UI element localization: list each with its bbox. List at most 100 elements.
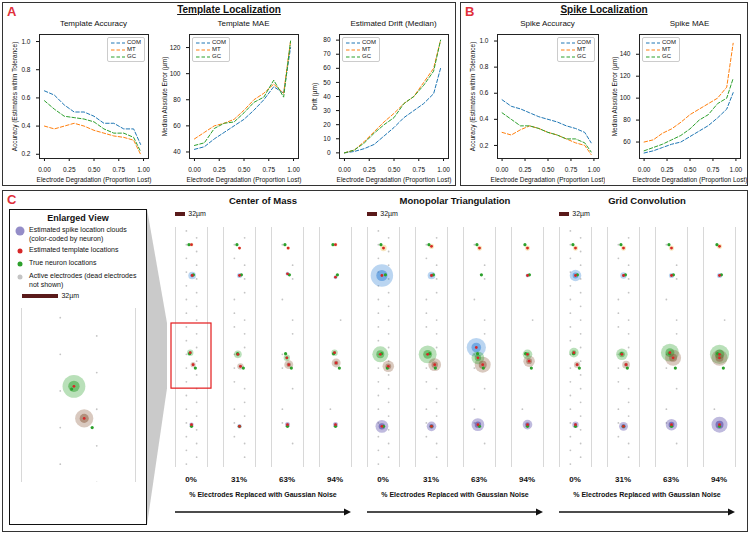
svg-text:80: 80 [323, 36, 331, 43]
svg-text:50: 50 [323, 78, 331, 85]
svg-text:1.00: 1.00 [437, 166, 450, 173]
svg-text:0.25: 0.25 [213, 166, 226, 173]
svg-text:Electrode Degradation (Proport: Electrode Degradation (Proportion Lost) [37, 176, 152, 184]
svg-text:1.0: 1.0 [479, 37, 488, 44]
svg-text:Drift (µm): Drift (µm) [311, 83, 319, 110]
svg-text:1.0: 1.0 [21, 38, 30, 45]
svg-text:0.6: 0.6 [479, 89, 488, 96]
html-text:Template Localization: Template Localization [177, 4, 281, 15]
svg-text:70: 70 [323, 50, 331, 57]
html-text:Enlarged View: Enlarged View [47, 213, 109, 223]
svg-text:120: 120 [620, 72, 631, 79]
svg-text:0.50: 0.50 [88, 166, 101, 173]
svg-text:40: 40 [323, 93, 331, 100]
html-text:31%: 31% [615, 475, 631, 484]
svg-text:Accuracy (Estimates within Tol: Accuracy (Estimates within Tolerance) [469, 42, 477, 152]
html-text:% Electrodes Replaced with Gau: % Electrodes Replaced with Gaussian Nois… [189, 491, 337, 498]
html-text:94%: 94% [519, 475, 535, 484]
html-text:Center of Mass: Center of Mass [228, 195, 297, 206]
svg-text:0.25: 0.25 [63, 166, 76, 173]
svg-text:0.75: 0.75 [565, 166, 578, 173]
svg-text:10: 10 [323, 135, 331, 142]
html-text:Monopolar Triangulation: Monopolar Triangulation [399, 195, 511, 206]
html-text:Spike Accuracy: Spike Accuracy [520, 19, 575, 28]
html-text:Grid Convolution: Grid Convolution [608, 195, 686, 206]
html-text:31%: 31% [423, 475, 439, 484]
html-text:0%: 0% [185, 475, 197, 484]
svg-text:0.4: 0.4 [479, 115, 488, 122]
svg-text:Electrode Degradation (Proport: Electrode Degradation (Proportion Lost) [187, 176, 302, 184]
svg-text:0.25: 0.25 [661, 166, 674, 173]
svg-text:1.00: 1.00 [287, 166, 300, 173]
svg-text:0.00: 0.00 [496, 166, 509, 173]
svg-text:20: 20 [323, 121, 331, 128]
svg-text:100: 100 [170, 70, 181, 77]
svg-text:0.50: 0.50 [238, 166, 251, 173]
html-text:32µm: 32µm [188, 210, 206, 217]
svg-text:80: 80 [173, 96, 181, 103]
svg-text:0.50: 0.50 [388, 166, 401, 173]
html-text:63%: 63% [663, 475, 679, 484]
svg-text:30: 30 [323, 107, 331, 114]
svg-text:0.25: 0.25 [519, 166, 532, 173]
svg-text:60: 60 [623, 138, 631, 145]
html-text:63%: 63% [279, 475, 295, 484]
html-text:Spike Localization: Spike Localization [560, 4, 648, 15]
svg-text:120: 120 [170, 44, 181, 51]
html-text:Template Accuracy: Template Accuracy [59, 19, 128, 28]
html-text:B: B [465, 4, 475, 19]
svg-text:0: 0 [327, 149, 331, 156]
html-text:32µm: 32µm [380, 210, 398, 217]
html-text:Estimated template locations: Estimated template locations [29, 246, 119, 253]
svg-text:Accuracy (Estimates within Tol: Accuracy (Estimates within Tolerance) [11, 42, 19, 152]
html-text:True neuron locations: True neuron locations [29, 259, 97, 266]
svg-text:1.00: 1.00 [730, 166, 743, 173]
html-text:C: C [7, 192, 17, 207]
html-text:94%: 94% [711, 475, 727, 484]
svg-text:0.00: 0.00 [188, 166, 201, 173]
svg-text:Electrode Degradation (Proport: Electrode Degradation (Proportion Lost) [633, 176, 747, 184]
html-text:32µm: 32µm [61, 292, 80, 299]
html-text:32µm: 32µm [572, 210, 590, 217]
html-text:% Electrodes Replaced with Gau: % Electrodes Replaced with Gaussian Nois… [381, 491, 529, 498]
html-text:Template MAE: Template MAE [217, 19, 270, 28]
svg-text:0.8: 0.8 [21, 66, 30, 73]
html-text:Estimated Drift (Median): Estimated Drift (Median) [350, 19, 437, 28]
html-text:0%: 0% [569, 475, 581, 484]
svg-text:100: 100 [620, 94, 631, 101]
html-text:31%: 31% [231, 475, 247, 484]
svg-text:60: 60 [173, 122, 181, 129]
svg-text:0.50: 0.50 [542, 166, 555, 173]
svg-text:0.4: 0.4 [21, 122, 30, 129]
svg-text:0.00: 0.00 [338, 166, 351, 173]
svg-text:0.00: 0.00 [638, 166, 651, 173]
svg-text:60: 60 [323, 64, 331, 71]
svg-text:1.00: 1.00 [588, 166, 601, 173]
svg-text:40: 40 [173, 148, 181, 155]
html-text:Estimated spike location cloud: Estimated spike location clouds (color-c… [29, 226, 127, 242]
html-text:Spike MAE: Spike MAE [669, 19, 710, 28]
svg-text:0.25: 0.25 [363, 166, 376, 173]
svg-text:Median Absolute Error (µm): Median Absolute Error (µm) [161, 57, 169, 137]
svg-text:Electrode Degradation (Proport: Electrode Degradation (Proportion Lost) [337, 176, 452, 184]
html-text:94%: 94% [327, 475, 343, 484]
html-text:0%: 0% [377, 475, 389, 484]
svg-text:0.8: 0.8 [479, 63, 488, 70]
svg-text:140: 140 [620, 50, 631, 57]
html-text:Active electrodes (dead electr: Active electrodes (dead electrodes not s… [29, 272, 137, 288]
svg-text:0.75: 0.75 [112, 166, 125, 173]
svg-text:Electrode Degradation (Proport: Electrode Degradation (Proportion Lost) [491, 176, 605, 184]
svg-text:0.75: 0.75 [262, 166, 275, 173]
html-text:63%: 63% [471, 475, 487, 484]
svg-text:1.00: 1.00 [137, 166, 150, 173]
svg-text:0.75: 0.75 [707, 166, 720, 173]
svg-text:0.6: 0.6 [21, 94, 30, 101]
svg-text:Median Absolute Error (µm): Median Absolute Error (µm) [611, 57, 619, 137]
svg-text:0.2: 0.2 [479, 142, 488, 149]
svg-text:0.00: 0.00 [38, 166, 51, 173]
svg-text:0.2: 0.2 [21, 150, 30, 157]
svg-text:0.50: 0.50 [684, 166, 697, 173]
html-text:A: A [7, 4, 17, 19]
svg-text:80: 80 [623, 116, 631, 123]
svg-text:0.75: 0.75 [412, 166, 425, 173]
